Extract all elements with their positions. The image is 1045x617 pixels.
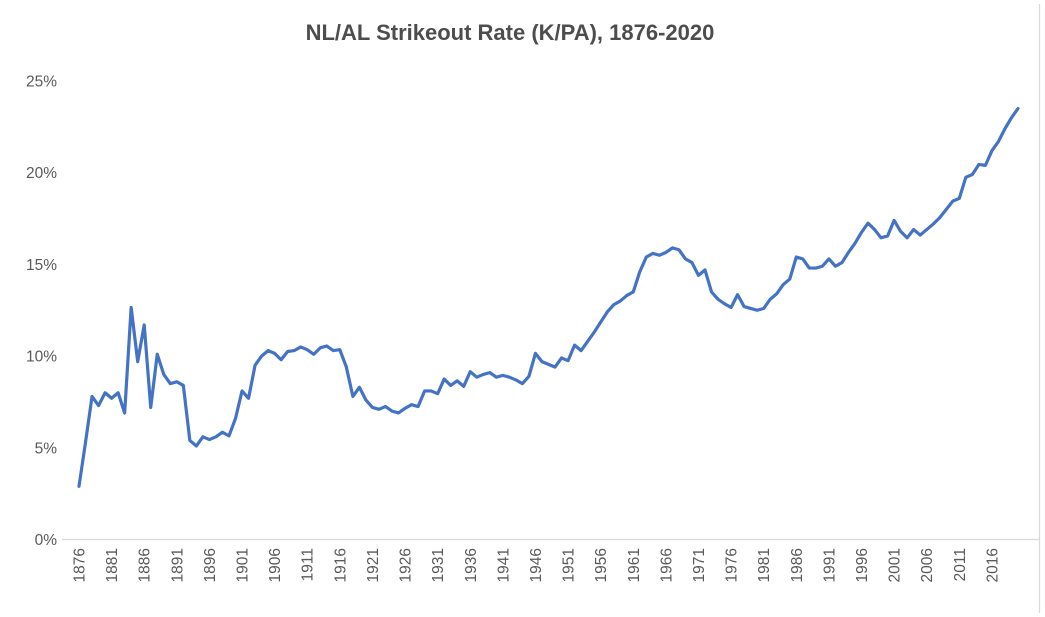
x-tick-label: 1896 (202, 548, 219, 582)
x-tick-label: 2006 (919, 548, 936, 582)
x-tick-label: 1891 (169, 548, 186, 582)
x-tick-label: 1981 (756, 548, 773, 582)
x-tick-label: 1931 (430, 548, 447, 582)
x-tick-label: 1916 (332, 548, 349, 582)
x-tick-label: 1946 (528, 548, 545, 582)
x-tick-label: 1926 (398, 548, 415, 582)
y-tick-label: 20% (26, 165, 57, 182)
x-tick-label: 1886 (137, 548, 154, 582)
x-tick-label: 1966 (658, 548, 675, 582)
y-tick-label: 0% (35, 532, 58, 549)
x-tick-label: 1901 (235, 548, 252, 582)
x-tick-label: 1876 (72, 548, 89, 582)
x-tick-label: 1936 (463, 548, 480, 582)
line-series (77, 106, 1020, 488)
x-tick-label: 1986 (789, 548, 806, 582)
x-tick-label: 2011 (952, 548, 969, 581)
x-tick-label: 2001 (887, 548, 904, 582)
y-tick-label: 15% (26, 257, 57, 274)
x-tick-label: 1971 (691, 548, 708, 582)
x-tick-label: 1991 (821, 548, 838, 582)
x-tick-label: 1961 (626, 548, 643, 582)
y-tick-label: 5% (35, 440, 58, 457)
y-tick-label: 10% (26, 349, 57, 366)
chart-title: NL/AL Strikeout Rate (K/PA), 1876-2020 (305, 20, 715, 45)
x-tick-label: 1976 (724, 548, 741, 582)
x-tick-label: 1881 (104, 548, 121, 582)
y-tick-label: 25% (26, 74, 57, 91)
x-tick-label: 1911 (300, 548, 317, 581)
x-tick-label: 1996 (854, 548, 871, 582)
x-tick-label: 1956 (593, 548, 610, 582)
x-tick-label: 1941 (495, 548, 512, 582)
x-tick-label: 1951 (561, 548, 578, 582)
x-tick-label: 1906 (267, 548, 284, 582)
x-tick-label: 2016 (984, 548, 1001, 582)
x-tick-label: 1921 (365, 548, 382, 582)
